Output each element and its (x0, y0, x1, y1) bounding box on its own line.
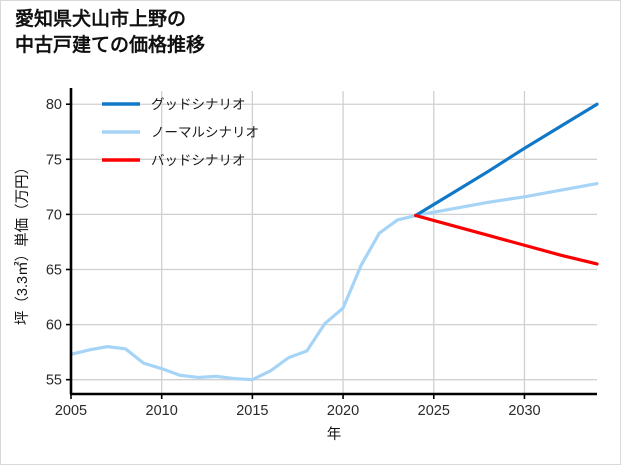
y-tick-label-55: 55 (46, 373, 62, 389)
series-line-normal (69, 181, 599, 382)
y-tick-label-65: 65 (46, 262, 62, 278)
x-tick-label-2025: 2025 (418, 403, 450, 419)
y-tick-label-60: 60 (46, 318, 62, 334)
y-axis-title: 坪（3.3㎡）単価（万円） (14, 160, 31, 325)
x-tick-label-2010: 2010 (146, 403, 178, 419)
y-tick-label-80: 80 (46, 97, 62, 113)
y-tick-label-75: 75 (46, 152, 62, 168)
legend-label-bad: バッドシナリオ (151, 153, 246, 168)
series-line-bad (414, 213, 599, 266)
x-tick-label-2020: 2020 (327, 403, 359, 419)
axis-titles: 年 坪（3.3㎡）単価（万円） (14, 160, 341, 443)
series-line-good (414, 102, 599, 218)
x-tick-label-2030: 2030 (508, 403, 540, 419)
chart-title: 愛知県犬山市上野の 中古戸建ての価格推移 (15, 9, 206, 57)
axis-tick-labels: 55 60 65 70 75 80 2005 2010 2015 2020 2025 2030 (46, 97, 541, 419)
legend-label-good: グッドシナリオ (151, 97, 246, 112)
x-axis-title: 年 (327, 426, 342, 443)
x-tick-label-2005: 2005 (55, 403, 87, 419)
y-tick-label-70: 70 (46, 207, 62, 223)
axis-frame (69, 88, 597, 396)
series-lines (69, 102, 599, 382)
x-tick-label-2015: 2015 (236, 403, 268, 419)
axis-ticks (66, 103, 526, 399)
legend-label-normal: ノーマルシナリオ (151, 125, 259, 140)
